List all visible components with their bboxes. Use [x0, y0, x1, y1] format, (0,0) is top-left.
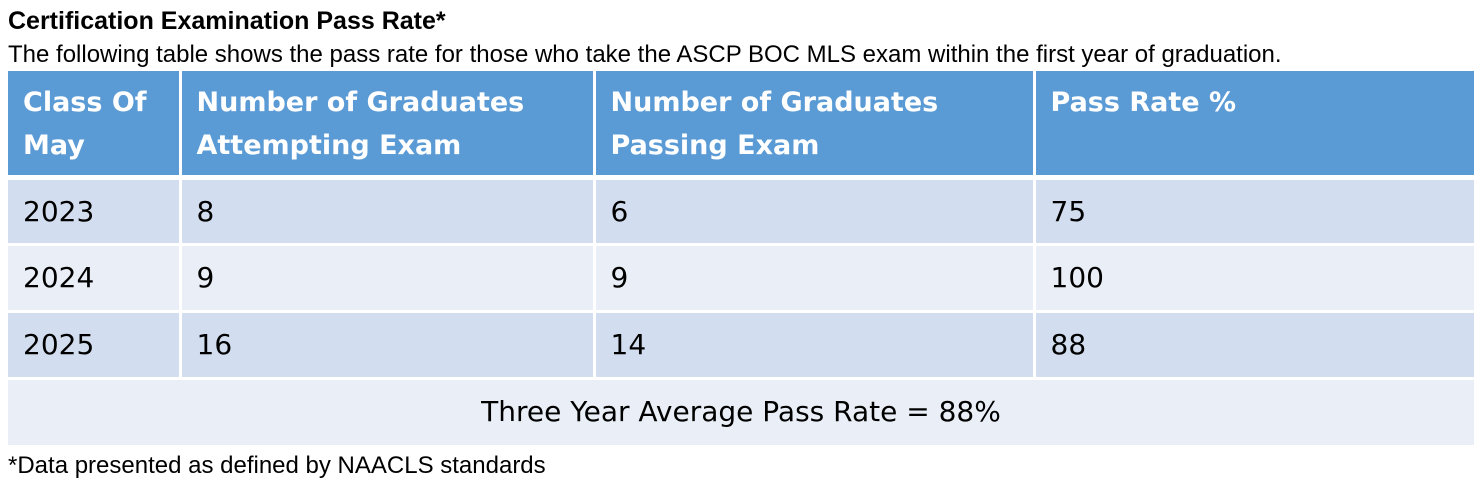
header-line: Pass Rate %	[1050, 87, 1237, 118]
table-header-row: Class Of May Number of Graduates Attempt…	[8, 71, 1474, 180]
table-row: 2025 16 14 88	[8, 311, 1474, 380]
cell-attempting: 16	[180, 311, 596, 380]
cell-pass-rate: 88	[1034, 311, 1474, 380]
cell-class-of: 2025	[8, 311, 182, 380]
column-header-pass-rate: Pass Rate %	[1034, 71, 1474, 180]
cell-passing: 6	[594, 177, 1036, 246]
cell-pass-rate: 75	[1034, 177, 1474, 246]
table-row: 2023 8 6 75	[8, 177, 1474, 246]
header-line: Number of Graduates	[196, 87, 525, 118]
cell-class-of: 2024	[8, 244, 182, 313]
page-title: Certification Examination Pass Rate*	[8, 7, 446, 35]
header-line: Class Of	[23, 87, 147, 118]
header-line: May	[23, 130, 85, 161]
table-row: 2024 9 9 100	[8, 244, 1474, 313]
average-pass-rate: Three Year Average Pass Rate = 88%	[8, 378, 1474, 445]
cell-class-of: 2023	[8, 177, 182, 246]
cell-passing: 9	[594, 244, 1036, 313]
column-header-attempting: Number of Graduates Attempting Exam	[180, 71, 596, 180]
column-header-class-of: Class Of May	[8, 71, 182, 180]
table-description: The following table shows the pass rate …	[8, 41, 1282, 68]
cell-pass-rate: 100	[1034, 244, 1474, 313]
cell-passing: 14	[594, 311, 1036, 380]
cell-attempting: 8	[180, 177, 596, 246]
summary-row: Three Year Average Pass Rate = 88%	[8, 378, 1474, 445]
header-line: Attempting Exam	[196, 130, 462, 161]
column-header-passing: Number of Graduates Passing Exam	[594, 71, 1036, 180]
header-line: Passing Exam	[610, 130, 820, 161]
pass-rate-table: Class Of May Number of Graduates Attempt…	[8, 71, 1474, 445]
footnote: *Data presented as defined by NAACLS sta…	[8, 452, 546, 479]
cell-attempting: 9	[180, 244, 596, 313]
header-line: Number of Graduates	[610, 87, 939, 118]
